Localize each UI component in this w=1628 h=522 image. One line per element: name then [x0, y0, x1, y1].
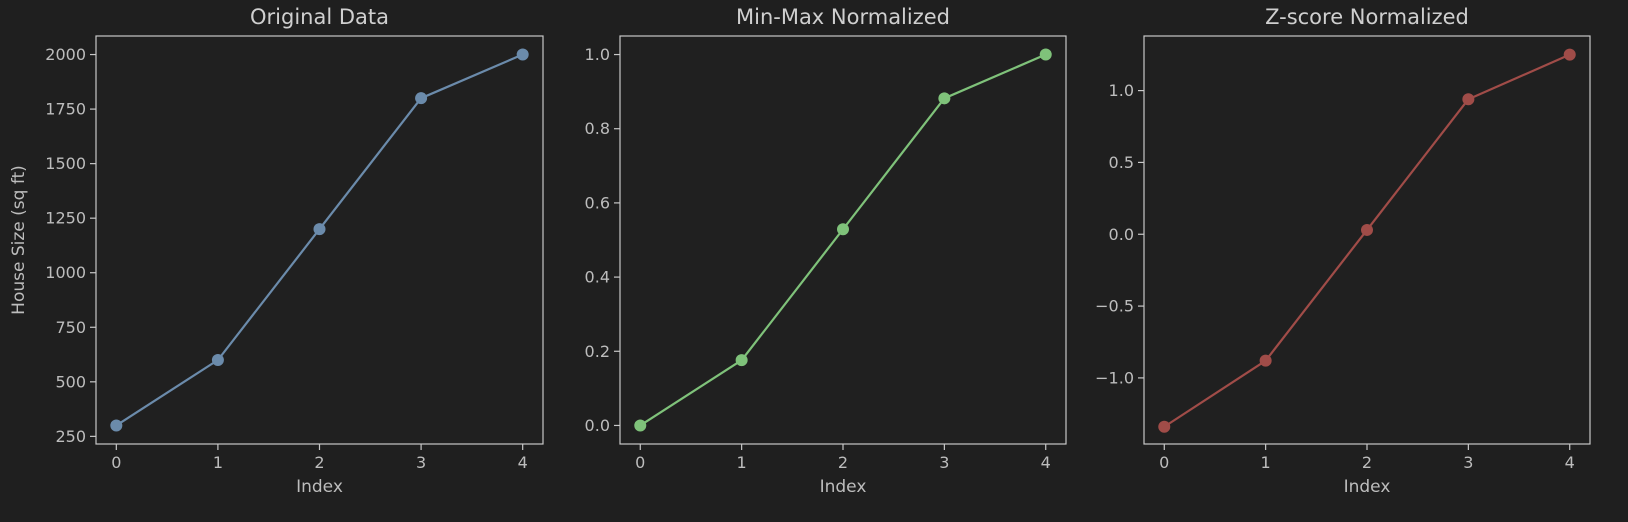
y-tick-label: 0.0 [1109, 225, 1134, 244]
y-tick-label: 0.2 [585, 342, 610, 361]
x-tick-label: 4 [1041, 453, 1051, 472]
x-tick-label: 4 [1565, 453, 1575, 472]
x-tick-label: 4 [518, 453, 528, 472]
data-point [1039, 48, 1052, 61]
x-tick-label: 1 [213, 453, 223, 472]
y-tick-label: 0.6 [585, 193, 610, 212]
x-tick-label: 2 [1362, 453, 1372, 472]
y-axis-label: House Size (sq ft) [9, 165, 29, 315]
chart-panel-1: Min-Max Normalized 0 1 2 3 4 0.0 0.2 0.4 0.6 0.8 1.… [585, 5, 1067, 497]
y-tick-label: 250 [55, 427, 86, 446]
plot-frame [619, 35, 1067, 445]
x-axis-label: Index [1344, 477, 1391, 497]
x-tick-label: 3 [939, 453, 949, 472]
y-tick-label: 0.8 [585, 119, 610, 138]
data-point [837, 223, 849, 236]
y-tick-label: 1250 [45, 209, 86, 228]
chart-title: Original Data [250, 5, 389, 29]
x-axis-label: Index [820, 477, 867, 497]
data-point [516, 48, 529, 61]
data-point [1563, 48, 1576, 61]
plot-frame [95, 35, 544, 445]
data-point [110, 419, 123, 432]
plot-frame [1143, 35, 1591, 445]
data-point [415, 92, 428, 105]
x-tick-label: 3 [416, 453, 426, 472]
data-point [1259, 354, 1272, 367]
chart-panel-0: Original Data 0 1 2 3 4 250 500 750 1000 1250 1500 1… [9, 5, 544, 497]
y-tick-label: 750 [55, 318, 86, 337]
data-point [1462, 93, 1475, 106]
y-tick-label: 0.0 [585, 416, 610, 435]
y-tick-label: 1750 [45, 100, 86, 119]
data-point [634, 419, 647, 432]
y-tick-label: −0.5 [1095, 297, 1134, 316]
y-tick-label: 1500 [45, 154, 86, 173]
x-tick-label: 0 [635, 453, 645, 472]
data-point [313, 223, 326, 236]
y-tick-label: −1.0 [1095, 368, 1134, 387]
x-tick-label: 1 [737, 453, 747, 472]
data-point [938, 92, 951, 105]
x-tick-label: 2 [838, 453, 848, 472]
data-point [211, 354, 224, 366]
x-tick-label: 1 [1261, 453, 1271, 472]
y-tick-label: 500 [55, 372, 86, 391]
y-tick-label: 1000 [45, 263, 86, 282]
x-tick-label: 2 [314, 453, 324, 472]
y-tick-label: 1.0 [1109, 81, 1134, 100]
y-tick-label: 2000 [45, 45, 86, 64]
x-tick-label: 0 [1159, 453, 1169, 472]
chart-title: Min-Max Normalized [736, 5, 950, 29]
x-tick-label: 0 [111, 453, 121, 472]
data-point [1361, 223, 1373, 236]
x-axis-label: Index [296, 477, 343, 497]
y-tick-label: 1.0 [585, 45, 610, 64]
x-tick-label: 3 [1463, 453, 1473, 472]
chart-panel-2: Z-score Normalized 0 1 2 3 4 −1.0 −0.5 0.0 0.5 1.0… [1095, 5, 1591, 497]
y-tick-label: 0.4 [585, 268, 610, 287]
data-point [1158, 420, 1171, 433]
chart-title: Z-score Normalized [1265, 5, 1469, 29]
data-point [735, 354, 748, 367]
y-tick-label: 0.5 [1109, 153, 1134, 172]
